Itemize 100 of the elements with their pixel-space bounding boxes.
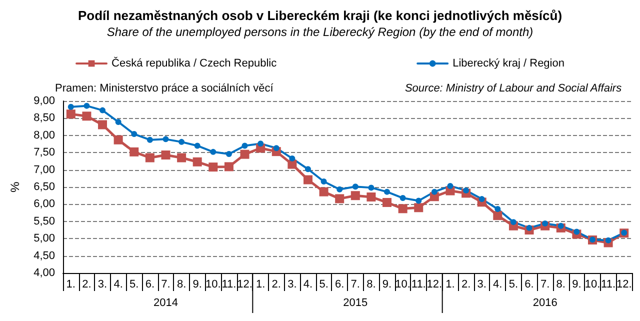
point: [384, 188, 390, 195]
point: [542, 220, 548, 226]
x-tick-label: 2.: [461, 278, 471, 290]
point: [208, 162, 218, 172]
point: [115, 118, 122, 125]
point: [304, 166, 311, 172]
y-tick-label: 7,50: [34, 146, 55, 159]
x-tick-label: 6.: [524, 278, 534, 290]
x-tick-label: 4.: [114, 278, 123, 290]
x-tick-label: 12.: [426, 278, 442, 290]
point: [242, 142, 248, 149]
chart-subtitle: Share of the unemployed persons in the Liberecký Region (by the end of month): [106, 25, 534, 39]
point: [431, 188, 438, 195]
point: [320, 178, 327, 184]
x-tick-label: 8.: [366, 278, 376, 290]
x-tick-label: 5.: [130, 278, 139, 290]
point: [82, 112, 92, 121]
point: [493, 211, 502, 220]
point: [194, 142, 200, 149]
point: [240, 150, 250, 159]
x-tick-label: 3.: [98, 278, 108, 290]
x-tick-label: 9.: [382, 278, 392, 290]
point: [303, 175, 312, 184]
x-tick-label: 10.: [395, 278, 410, 290]
point: [273, 145, 280, 152]
x-tick-label: 3.: [477, 278, 486, 290]
point: [192, 157, 202, 166]
point: [288, 160, 297, 169]
point: [382, 198, 392, 207]
legend-label: Česká republika / Czech Republic: [112, 56, 278, 70]
x-tick-label: 4.: [303, 278, 313, 290]
legend-label: Liberecký kraj / Region: [452, 58, 564, 70]
point: [335, 194, 344, 204]
point: [226, 150, 232, 157]
x-tick-label: 12.: [616, 278, 632, 290]
point: [130, 147, 139, 156]
x-tick-label: 6.: [145, 278, 155, 290]
point: [605, 237, 612, 244]
point: [336, 186, 343, 192]
point: [114, 135, 123, 144]
chart-title: Podíl nezaměstnaných osob v Libereckém kraji (ke konci jednotlivých měsíců): [78, 8, 562, 23]
y-tick-label: 5,00: [34, 232, 55, 245]
point: [210, 148, 216, 155]
point: [68, 104, 74, 110]
point: [526, 224, 532, 231]
x-tick-label: 5.: [319, 278, 328, 290]
x-tick-label: 7.: [161, 278, 170, 290]
point: [414, 203, 424, 212]
x-tick-label: 9.: [572, 278, 582, 290]
x-tick-label: 9.: [192, 278, 202, 290]
y-tick-label: 7,00: [34, 164, 55, 176]
point: [178, 138, 185, 145]
y-tick-label: 5,50: [34, 215, 55, 228]
x-tick-label: 12.: [237, 278, 252, 290]
x-tick-label: 10.: [206, 278, 221, 290]
x-tick-label: 5.: [508, 278, 518, 290]
point: [350, 191, 360, 200]
point: [558, 222, 564, 229]
x-tick-label: 6.: [335, 278, 344, 290]
y-tick-label: 4,00: [34, 267, 55, 279]
point: [368, 184, 374, 191]
point: [100, 107, 106, 114]
x-tick-label: 1.: [446, 278, 455, 290]
x-tick-label: 7.: [540, 278, 550, 290]
point: [494, 206, 501, 212]
point: [447, 182, 454, 189]
point: [146, 136, 153, 143]
point: [161, 150, 170, 160]
point: [574, 228, 580, 235]
y-tick-label: 4,50: [34, 250, 55, 262]
point: [131, 131, 138, 138]
point: [258, 140, 264, 147]
point: [352, 184, 358, 190]
x-tick-label: 1.: [256, 278, 266, 290]
x-tick-label: 2.: [82, 278, 92, 290]
x-tick-label: 11.: [222, 278, 236, 290]
text: Pramen: Ministerstvo práce a sociálních věcí: [55, 82, 274, 94]
x-tick-label: 2.: [272, 278, 281, 290]
point: [177, 153, 186, 162]
point: [66, 110, 76, 119]
point: [224, 162, 234, 172]
text: 2016: [532, 297, 558, 309]
point: [400, 195, 406, 202]
point: [289, 155, 296, 162]
text: 2015: [343, 297, 368, 309]
y-tick-label: 6,50: [34, 181, 55, 193]
x-tick-label: 10.: [584, 278, 600, 290]
source-note: Source: Ministry of Labour and Social Affairs: [404, 82, 622, 94]
x-tick-label: 1.: [66, 278, 76, 290]
y-tick-label: 6,00: [34, 198, 55, 210]
point: [84, 102, 90, 109]
y-tick-label: 9,00: [34, 95, 55, 107]
point: [145, 153, 154, 162]
y-tick-label: 8,50: [34, 112, 55, 124]
point: [398, 204, 408, 214]
point: [366, 192, 376, 202]
x-tick-label: 11.: [411, 278, 426, 290]
x-tick-label: 7.: [350, 278, 360, 290]
x-tick-label: 8.: [176, 278, 186, 290]
y-axis-title: %: [8, 181, 22, 192]
